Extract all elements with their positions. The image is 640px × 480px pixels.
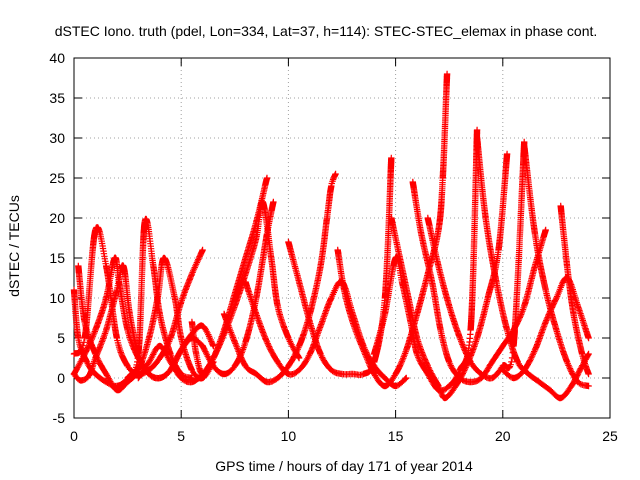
chart-title: dSTEC Iono. truth (pdel, Lon=334, Lat=37… <box>55 23 598 39</box>
x-tick-label: 10 <box>281 428 297 444</box>
series-markers <box>473 134 592 402</box>
series-markers <box>388 150 511 402</box>
series-20 <box>557 202 592 378</box>
y-tick-label: 30 <box>49 130 65 146</box>
series-markers <box>220 170 339 386</box>
series-5 <box>75 254 217 394</box>
y-tick-label: 25 <box>49 170 65 186</box>
series-9 <box>220 170 339 386</box>
series-markers <box>557 202 592 378</box>
x-tick-label: 0 <box>70 428 78 444</box>
x-tick-label: 15 <box>388 428 404 444</box>
series-16 <box>424 138 528 382</box>
series-10 <box>285 154 395 379</box>
x-axis-label: GPS time / hours of day 171 of year 2014 <box>215 458 473 474</box>
series-markers <box>285 154 395 379</box>
y-tick-label: 5 <box>57 330 65 346</box>
series-markers <box>199 198 277 378</box>
y-tick-label: 40 <box>49 50 65 66</box>
series-markers <box>409 178 549 386</box>
series-15 <box>409 178 549 386</box>
y-tick-label: 15 <box>49 250 65 266</box>
series-14 <box>388 150 511 402</box>
y-axis-label: dSTEC / TECUs <box>6 195 22 297</box>
y-tick-label: 0 <box>57 370 65 386</box>
data-marks <box>70 70 592 402</box>
y-tick-label: -5 <box>53 410 66 426</box>
plot-frame <box>73 57 611 419</box>
series-12 <box>334 70 451 390</box>
series-markers <box>334 70 451 390</box>
series-19 <box>521 142 592 390</box>
series-17 <box>473 134 592 402</box>
series-8 <box>199 198 277 378</box>
x-tick-label: 20 <box>495 428 511 444</box>
x-tick-label: 5 <box>177 428 185 444</box>
series-markers <box>424 138 528 382</box>
series-markers <box>521 142 592 390</box>
y-tick-label: 35 <box>49 90 65 106</box>
y-tick-label: 10 <box>49 290 65 306</box>
y-tick-label: 20 <box>49 210 65 226</box>
series-markers <box>75 254 217 394</box>
x-tick-label: 25 <box>602 428 618 444</box>
